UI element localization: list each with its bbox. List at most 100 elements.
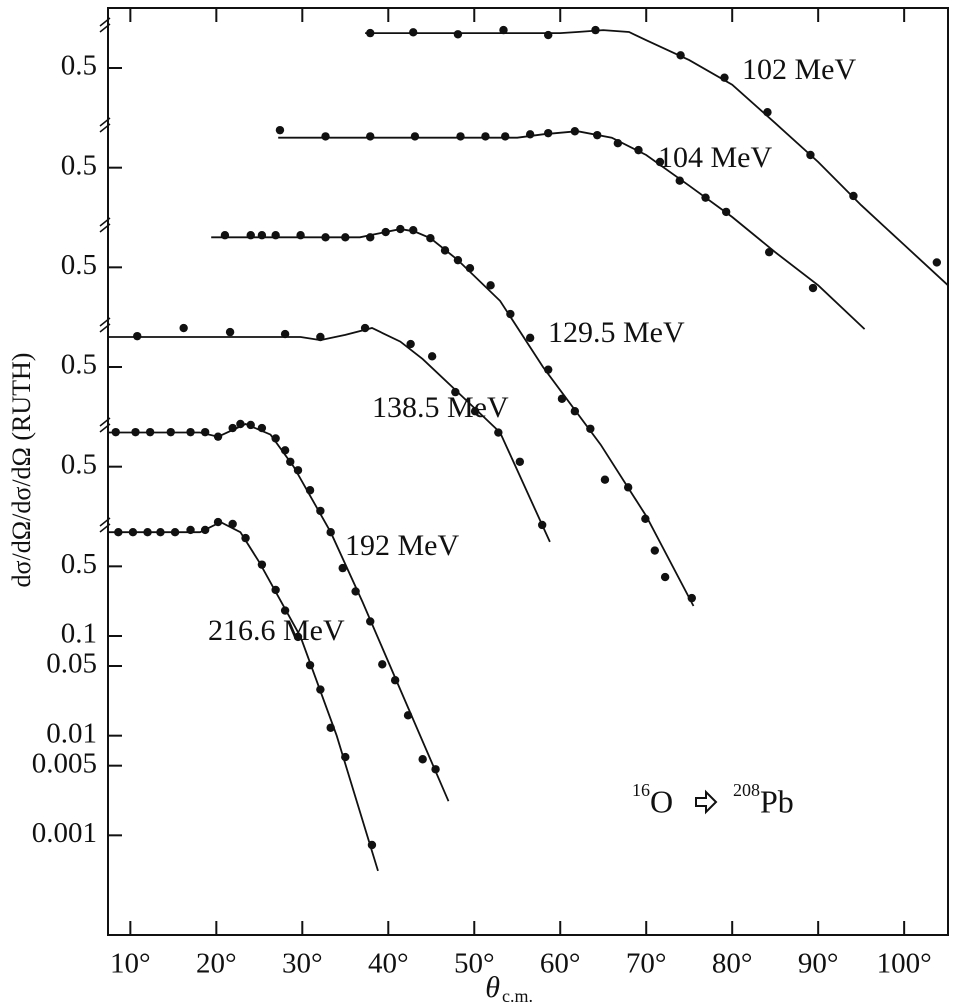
data-point — [111, 427, 120, 437]
data-point — [200, 525, 210, 535]
data-point — [403, 711, 413, 720]
data-point — [486, 281, 495, 290]
data-point — [849, 191, 858, 201]
data-point — [557, 394, 567, 403]
data-point — [326, 723, 335, 732]
fit-curve — [108, 521, 379, 872]
data-point — [316, 685, 325, 694]
data-point — [341, 233, 350, 242]
data-point — [366, 132, 375, 141]
data-point — [676, 51, 685, 60]
y-tick-label: 0.5 — [61, 349, 97, 381]
data-point — [570, 127, 580, 136]
data-point — [280, 329, 290, 339]
data-point — [316, 506, 325, 516]
data-point — [305, 660, 315, 670]
data-point — [156, 528, 165, 537]
data-point — [200, 427, 210, 437]
arrow-icon — [695, 789, 718, 815]
y-tick-label: 0.5 — [61, 50, 97, 82]
data-point — [286, 457, 295, 466]
data-point — [600, 475, 610, 484]
axis-breaks — [99, 17, 111, 533]
data-point — [721, 207, 731, 217]
curve-label: 129.5 MeV — [548, 316, 685, 349]
data-point — [623, 483, 633, 492]
data-point — [326, 528, 335, 537]
data-point — [225, 327, 235, 337]
data-point — [275, 125, 285, 135]
data-point — [806, 150, 815, 160]
data-point — [246, 231, 255, 240]
data-point — [366, 233, 375, 242]
data-point — [145, 427, 155, 437]
data-point — [220, 231, 230, 240]
data-point — [586, 424, 595, 433]
data-point — [143, 528, 152, 537]
target-mass: 208 — [733, 780, 760, 800]
data-point — [453, 30, 463, 39]
fit-curve — [108, 423, 450, 802]
data-point — [213, 517, 223, 527]
fit-curve — [278, 130, 866, 330]
plot-frame — [107, 7, 949, 936]
data-point — [114, 528, 123, 537]
data-point — [591, 25, 600, 35]
x-tick-label: 40° — [368, 948, 409, 980]
data-point — [366, 617, 375, 626]
data-point — [701, 193, 710, 202]
x-axis-label: θ — [485, 971, 500, 1004]
y-tick-label: 0.01 — [46, 717, 97, 749]
data-point — [451, 387, 460, 397]
data-point — [660, 572, 670, 582]
data-point — [351, 587, 360, 596]
curve-label: 104 MeV — [658, 141, 772, 174]
data-point — [409, 225, 418, 235]
data-point — [367, 840, 377, 850]
y-tick-label: 0.5 — [61, 448, 97, 480]
data-point — [406, 339, 415, 349]
data-point — [341, 752, 350, 762]
x-tick-label: 80° — [712, 948, 753, 980]
data-point — [390, 676, 400, 685]
data-point — [544, 128, 553, 138]
data-point — [305, 486, 315, 495]
curve-label: 192 MeV — [345, 529, 459, 562]
data-point — [544, 365, 553, 374]
data-point — [427, 352, 437, 361]
data-point — [228, 519, 237, 529]
data-point — [338, 563, 347, 573]
data-point — [257, 560, 267, 569]
x-tick-label: 100° — [877, 948, 932, 980]
data-point — [186, 525, 195, 535]
data-point — [763, 108, 772, 117]
fit-curve — [108, 327, 551, 543]
data-point — [470, 407, 480, 416]
projectile-mass: 16 — [632, 780, 650, 800]
data-point — [655, 157, 665, 167]
fit-curve — [365, 29, 949, 286]
reaction-annotation: 16 O 208 Pb — [632, 780, 794, 819]
y-axis-label: dσ/dΩ/dσ/dΩ (RUTH) — [7, 353, 36, 588]
data-point — [241, 533, 250, 543]
data-point — [932, 258, 942, 267]
data-point — [271, 585, 280, 595]
data-point — [396, 224, 405, 234]
data-point — [515, 457, 525, 466]
data-point — [381, 227, 390, 237]
data-point — [431, 765, 440, 774]
data-point — [257, 423, 267, 433]
data-point — [440, 246, 450, 255]
y-tick-label: 0.05 — [46, 648, 97, 680]
data-point — [321, 233, 330, 242]
data-point — [228, 423, 237, 433]
data-point — [426, 234, 435, 243]
data-point — [537, 520, 547, 530]
data-point — [409, 28, 418, 37]
data-point — [133, 331, 142, 341]
data-point — [378, 660, 387, 669]
data-point — [186, 427, 195, 437]
data-point — [634, 145, 643, 155]
data-point — [246, 420, 255, 430]
data-point — [544, 30, 553, 40]
